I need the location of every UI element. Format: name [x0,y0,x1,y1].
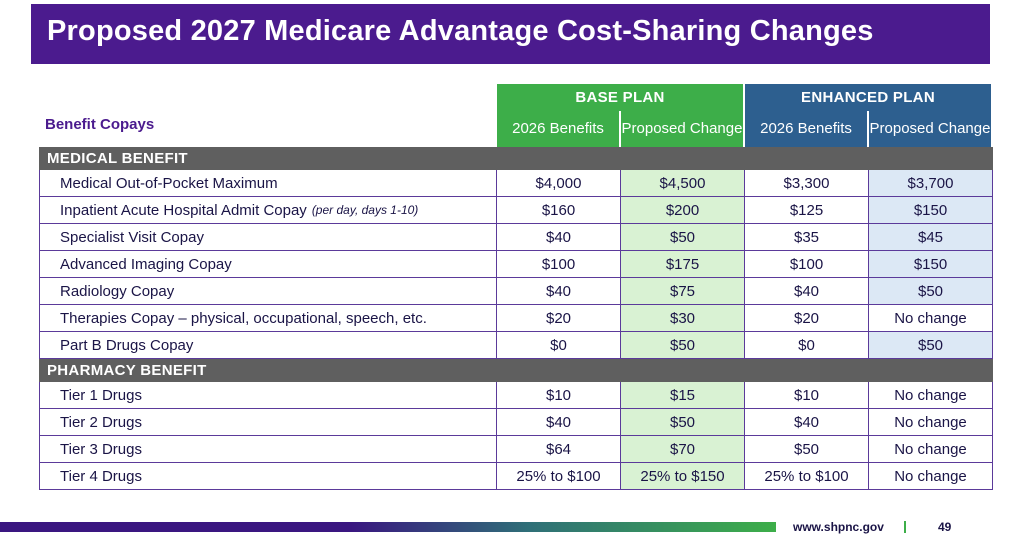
value-cell: $125 [745,197,869,224]
page-number: 49 [938,520,952,534]
value-cell: $100 [745,251,869,278]
row-label: Radiology Copay [39,278,497,305]
value-cell: $64 [497,436,621,463]
value-cell: $15 [621,382,745,409]
table-row: Medical Out-of-Pocket Maximum $4,000 $4,50… [39,170,993,197]
footer-url: www.shpnc.gov [793,520,884,534]
value-cell: $50 [621,409,745,436]
row-label: Medical Out-of-Pocket Maximum [39,170,497,197]
enhanced-proposed-header: Proposed Change [869,111,993,147]
row-label-text: Radiology Copay [60,282,175,300]
value-cell: No change [869,463,993,490]
value-cell: $40 [497,278,621,305]
table-row: Specialist Visit Copay $40 $50 $35 $45 [39,224,993,251]
row-label: Tier 2 Drugs [39,409,497,436]
value-cell: $0 [745,332,869,359]
value-cell: $45 [869,224,993,251]
value-cell: $20 [745,305,869,332]
row-label-text: Tier 2 Drugs [60,413,142,431]
value-cell: $10 [745,382,869,409]
value-cell: $150 [869,197,993,224]
table-row: Part B Drugs Copay $0 $50 $0 $50 [39,332,993,359]
copay-table: Benefit Copays BASE PLAN ENHANCED PLAN 2… [39,84,993,147]
row-label-text: Advanced Imaging Copay [60,255,232,273]
row-label-text: Medical Out-of-Pocket Maximum [60,174,278,192]
value-cell: $40 [497,409,621,436]
table-row: Tier 3 Drugs $64 $70 $50 No change [39,436,993,463]
value-cell: $0 [497,332,621,359]
table-row: Inpatient Acute Hospital Admit Copay (per… [39,197,993,224]
row-header-label: Benefit Copays [45,116,155,133]
table-row: Advanced Imaging Copay $100 $175 $100 $150 [39,251,993,278]
enhanced-proposed-header-text: Proposed Change [869,120,991,137]
value-cell: $10 [497,382,621,409]
row-label: Inpatient Acute Hospital Admit Copay (per… [39,197,497,224]
value-cell: $40 [745,409,869,436]
value-cell: $50 [869,278,993,305]
table-row: Tier 2 Drugs $40 $50 $40 No change [39,409,993,436]
row-label-text: Tier 3 Drugs [60,440,142,458]
value-cell: No change [869,409,993,436]
row-label-text: Therapies Copay – physical, occupational… [60,309,427,327]
value-cell: $100 [497,251,621,278]
base-2026-header: 2026 Benefits [497,111,621,147]
row-label-text: Inpatient Acute Hospital Admit Copay [60,201,307,219]
value-cell: $50 [869,332,993,359]
footer-separator [904,521,906,533]
row-label-text: Part B Drugs Copay [60,336,194,354]
value-cell: $160 [497,197,621,224]
base-proposed-header: Proposed Change [621,111,745,147]
value-cell: $175 [621,251,745,278]
row-label: Tier 1 Drugs [39,382,497,409]
value-cell: No change [869,305,993,332]
section-header: MEDICAL BENEFIT [39,147,993,170]
section-header: PHARMACY BENEFIT [39,359,993,382]
row-label-text: Tier 1 Drugs [60,386,142,404]
value-cell: $3,300 [745,170,869,197]
row-label: Tier 4 Drugs [39,463,497,490]
base-proposed-header-text: Proposed Change [621,120,743,137]
value-cell: $3,700 [869,170,993,197]
title-bar: Proposed 2027 Medicare Advantage Cost-Sh… [31,4,990,64]
table-row: Tier 1 Drugs $10 $15 $10 No change [39,382,993,409]
enhanced-2026-header: 2026 Benefits [745,111,869,147]
value-cell: $20 [497,305,621,332]
value-cell: $50 [745,436,869,463]
row-label: Therapies Copay – physical, occupational… [39,305,497,332]
row-label: Part B Drugs Copay [39,332,497,359]
value-cell: 25% to $100 [497,463,621,490]
value-cell: $50 [621,224,745,251]
value-cell: $50 [621,332,745,359]
base-plan-header: BASE PLAN [497,84,745,111]
table-row: Therapies Copay – physical, occupational… [39,305,993,332]
value-cell: $200 [621,197,745,224]
row-label: Specialist Visit Copay [39,224,497,251]
table-row: Tier 4 Drugs 25% to $100 25% to $150 25% to… [39,463,993,490]
enhanced-2026-header-text: 2026 Benefits [760,120,852,137]
value-cell: $75 [621,278,745,305]
footer-bar [0,522,776,532]
row-label: Advanced Imaging Copay [39,251,497,278]
base-2026-header-text: 2026 Benefits [512,120,604,137]
value-cell: $4,500 [621,170,745,197]
value-cell: $150 [869,251,993,278]
value-cell: $30 [621,305,745,332]
value-cell: $35 [745,224,869,251]
value-cell: 25% to $150 [621,463,745,490]
row-label-text: Tier 4 Drugs [60,467,142,485]
row-label-text: Specialist Visit Copay [60,228,204,246]
table-row: Radiology Copay $40 $75 $40 $50 [39,278,993,305]
value-cell: $70 [621,436,745,463]
value-cell: No change [869,436,993,463]
row-label: Tier 3 Drugs [39,436,497,463]
value-cell: $40 [497,224,621,251]
value-cell: $40 [745,278,869,305]
value-cell: 25% to $100 [745,463,869,490]
value-cell: $4,000 [497,170,621,197]
enhanced-plan-header: ENHANCED PLAN [745,84,993,111]
value-cell: No change [869,382,993,409]
page-title: Proposed 2027 Medicare Advantage Cost-Sh… [47,15,874,47]
row-label-note: (per day, days 1-10) [311,203,419,217]
